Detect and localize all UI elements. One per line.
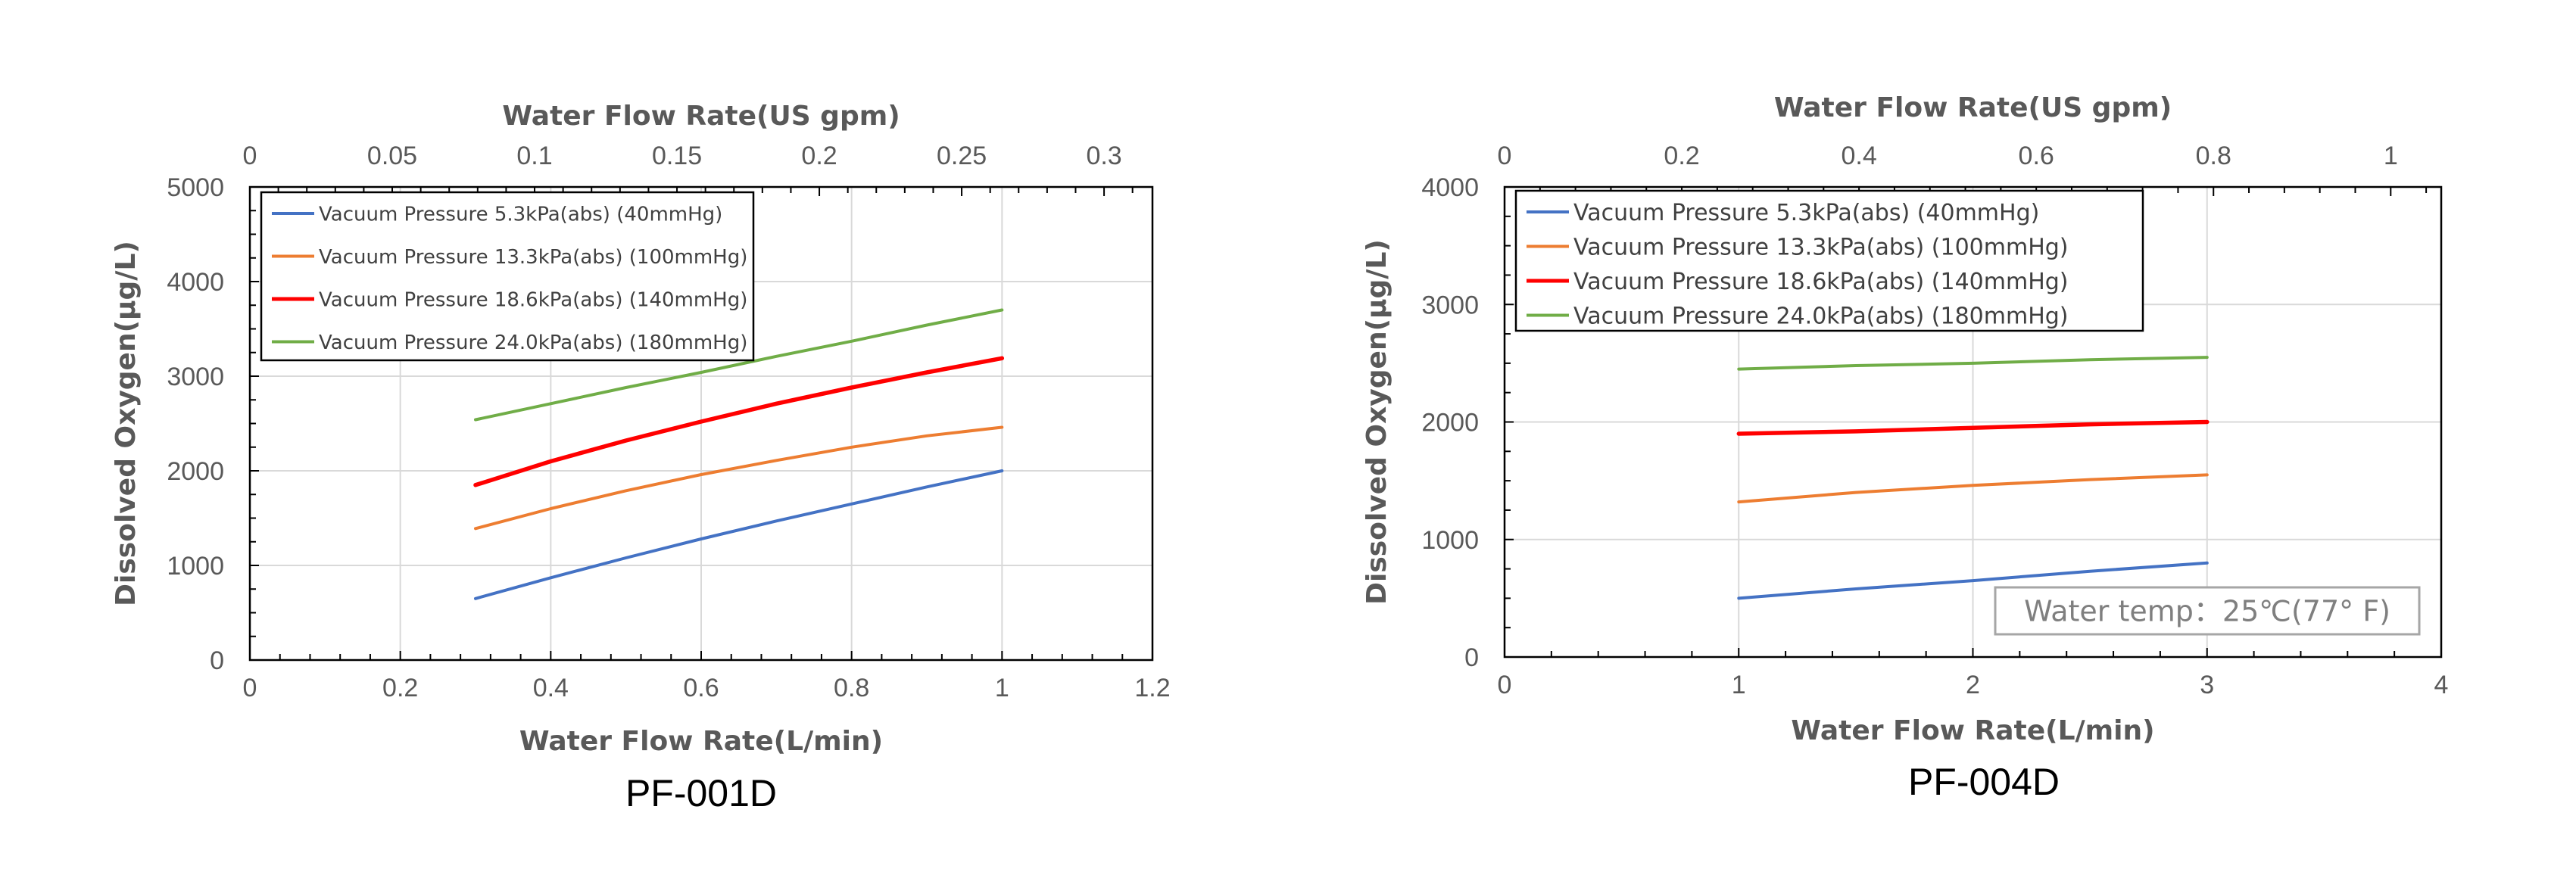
y-tick-label: 0 bbox=[1464, 643, 1479, 672]
x-tick-label: 0.4 bbox=[533, 674, 569, 702]
x2-tick-label: 0.2 bbox=[801, 142, 837, 170]
y-tick-label: 3000 bbox=[1421, 291, 1479, 319]
y-tick-label: 1000 bbox=[167, 552, 224, 581]
x2-tick-label: 1 bbox=[2384, 142, 2398, 170]
chart-caption: PF-004D bbox=[1908, 761, 2060, 803]
x-tick-label: 3 bbox=[2200, 671, 2214, 699]
legend-label: Vacuum Pressure 13.3kPa(abs) (100mmHg) bbox=[1573, 234, 2069, 260]
x-tick-label: 2 bbox=[1966, 671, 1980, 699]
legend-label: Vacuum Pressure 5.3kPa(abs) (40mmHg) bbox=[1573, 200, 2039, 226]
x2-tick-label: 0.6 bbox=[2019, 142, 2054, 170]
y-tick-label: 0 bbox=[210, 646, 224, 675]
series-line bbox=[1737, 473, 2209, 504]
series-line bbox=[1736, 419, 2210, 436]
series-line bbox=[1737, 356, 2209, 371]
x2-tick-label: 0.25 bbox=[937, 142, 987, 170]
y-tick-label: 5000 bbox=[167, 173, 224, 202]
legend-label: Vacuum Pressure 18.6kPa(abs) (140mmHg) bbox=[1573, 269, 2069, 295]
series-line bbox=[474, 469, 1004, 600]
series-line bbox=[474, 308, 1004, 422]
x-tick-label: 1 bbox=[995, 674, 1009, 702]
series-line bbox=[1737, 561, 2209, 600]
x-tick-label: 0 bbox=[1498, 671, 1512, 699]
x2-tick-label: 0.15 bbox=[652, 142, 702, 170]
x-axis-title: Water Flow Rate(L/min) bbox=[519, 726, 883, 757]
x2-axis-title: Water Flow Rate(US gpm) bbox=[502, 101, 900, 132]
legend-label: Vacuum Pressure 24.0kPa(abs) (180mmHg) bbox=[1573, 303, 2069, 329]
plot-border bbox=[248, 185, 1154, 662]
x-tick-label: 1.2 bbox=[1134, 674, 1170, 702]
x-axis-title: Water Flow Rate(L/min) bbox=[1791, 715, 2154, 746]
y-tick-label: 3000 bbox=[167, 363, 224, 391]
y-tick-label: 1000 bbox=[1421, 526, 1479, 555]
x-tick-label: 0.2 bbox=[382, 674, 418, 702]
x2-tick-label: 0 bbox=[1498, 142, 1512, 170]
legend-label: Vacuum Pressure 5.3kPa(abs) (40mmHg) bbox=[319, 203, 722, 226]
x-tick-label: 1 bbox=[1732, 671, 1746, 699]
x-tick-label: 0.8 bbox=[834, 674, 869, 702]
chart-2: 0 1 2 3 4 0 1000 2000 3000 4000 0 0.2 0.4 0.6 0.8 1 Wate… bbox=[1361, 92, 2448, 803]
chart-caption: PF-001D bbox=[625, 772, 777, 814]
chart-1: 0 0.2 0.4 0.6 0.8 1 1.2 0 1000 2000 3000 4000 5000 0 0… bbox=[111, 101, 1171, 814]
y-tick-label: 4000 bbox=[1421, 173, 1479, 202]
x-tick-label: 0 bbox=[243, 674, 257, 702]
x2-tick-label: 0 bbox=[243, 142, 257, 170]
y-tick-label: 2000 bbox=[1421, 409, 1479, 438]
legend-label: Vacuum Pressure 24.0kPa(abs) (180mmHg) bbox=[319, 332, 747, 354]
x2-tick-label: 0.2 bbox=[1664, 142, 1699, 170]
legend-label: Vacuum Pressure 18.6kPa(abs) (140mmHg) bbox=[319, 288, 747, 311]
x-tick-label: 4 bbox=[2434, 671, 2449, 699]
note-text: Water temp：25℃(77° F) bbox=[2024, 594, 2390, 627]
x2-tick-label: 0.05 bbox=[367, 142, 417, 170]
x2-tick-label: 0.1 bbox=[516, 142, 552, 170]
y-tick-label: 2000 bbox=[167, 457, 224, 486]
y-axis-title: Dissolved Oxygen(μg/L) bbox=[1361, 239, 1392, 605]
x-tick-label: 0.6 bbox=[683, 674, 719, 702]
x2-tick-label: 0.8 bbox=[2196, 142, 2231, 170]
y-tick-label: 4000 bbox=[167, 268, 224, 297]
legend-box bbox=[1514, 189, 2144, 332]
series-line bbox=[474, 425, 1004, 531]
x2-axis-title: Water Flow Rate(US gpm) bbox=[1774, 92, 2172, 123]
y-axis-title: Dissolved Oxygen(μg/L) bbox=[111, 241, 142, 606]
series-line bbox=[473, 356, 1005, 487]
legend-label: Vacuum Pressure 13.3kPa(abs) (100mmHg) bbox=[319, 246, 747, 269]
x2-tick-label: 0.4 bbox=[1841, 142, 1876, 170]
plot-border bbox=[1503, 185, 2443, 659]
legend-box bbox=[260, 191, 755, 362]
note-box bbox=[1994, 586, 2421, 636]
x2-tick-label: 0.3 bbox=[1086, 142, 1121, 170]
